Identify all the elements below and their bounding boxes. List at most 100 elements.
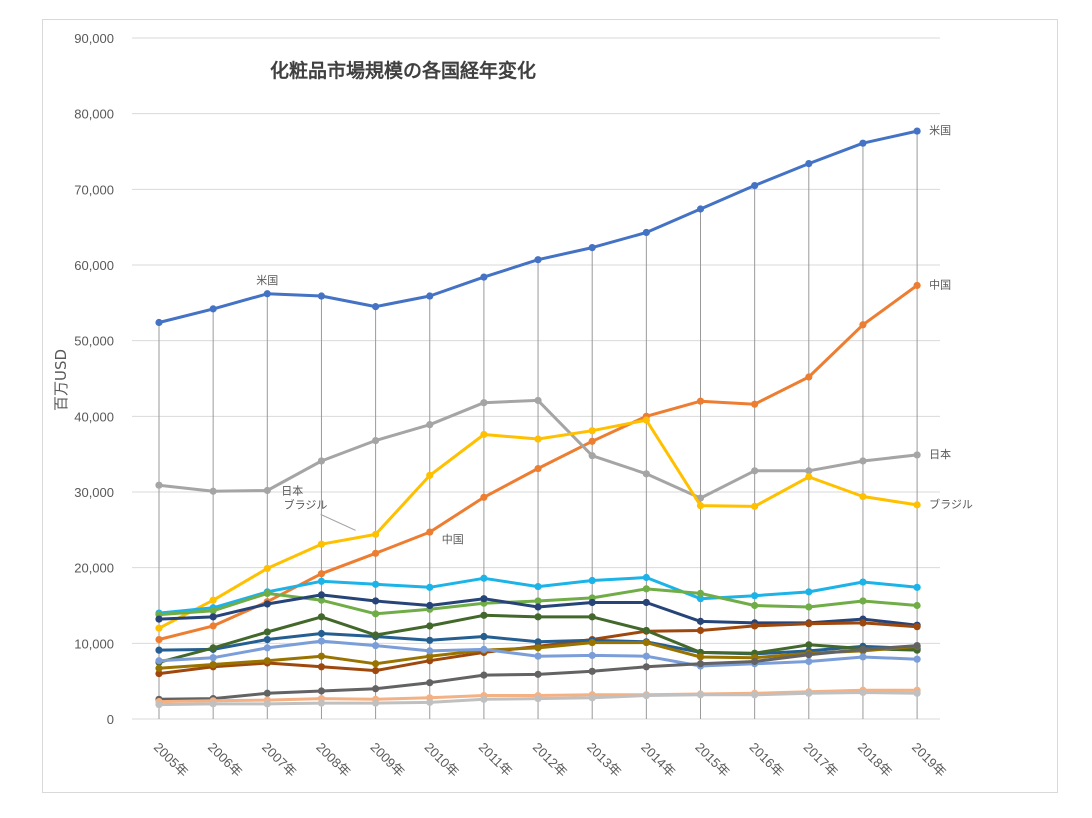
data-point (263, 628, 271, 636)
data-point (696, 494, 705, 502)
x-tick-label: 2007年 (259, 740, 299, 780)
data-point (751, 502, 759, 510)
data-point (372, 580, 380, 588)
data-point (751, 592, 759, 600)
annotation-label: 中国 (442, 533, 464, 546)
data-point (913, 601, 921, 610)
data-point (859, 653, 867, 661)
data-point (859, 619, 867, 627)
data-point (588, 598, 596, 607)
x-tick-label: 2006年 (205, 740, 245, 780)
data-point (913, 623, 921, 631)
data-point (859, 139, 867, 147)
annotation-leader (320, 513, 356, 531)
y-tick-label: 20,000 (74, 561, 114, 576)
data-point (155, 624, 163, 632)
x-tick-label: 2019年 (909, 740, 949, 780)
data-point (155, 615, 163, 623)
data-point (155, 701, 163, 709)
data-point (913, 501, 921, 509)
data-point (534, 670, 542, 678)
annotation-label: ブラジル (284, 497, 328, 511)
data-point (155, 318, 163, 327)
data-point (263, 657, 271, 665)
data-point (209, 660, 217, 669)
y-tick-label: 80,000 (74, 107, 114, 122)
data-point (696, 502, 705, 510)
data-point (317, 687, 326, 695)
data-point (751, 622, 759, 630)
annotation-label: 米国 (929, 124, 951, 137)
data-point (426, 471, 434, 479)
data-point (426, 647, 434, 655)
data-point (913, 642, 921, 650)
data-point (426, 528, 434, 536)
data-point (372, 642, 380, 650)
data-point (209, 607, 217, 615)
data-point (588, 694, 596, 702)
data-point (913, 127, 921, 135)
data-point (751, 181, 759, 190)
data-point (263, 644, 271, 652)
x-tick-label: 2010年 (422, 740, 462, 780)
data-point (426, 601, 434, 610)
data-point (751, 467, 759, 475)
y-tick-label: 50,000 (74, 334, 114, 349)
data-point (317, 457, 326, 465)
data-point (534, 652, 542, 660)
data-point (372, 530, 380, 538)
data-point (263, 564, 271, 573)
x-tick-label: 2015年 (692, 740, 732, 780)
data-point (751, 400, 759, 408)
data-point (588, 243, 596, 252)
data-point (317, 613, 326, 621)
data-point (372, 436, 380, 445)
annotation-label: 中国 (929, 278, 951, 291)
data-point (588, 452, 596, 460)
data-point (155, 664, 163, 672)
data-point (805, 689, 813, 697)
data-point (751, 691, 759, 699)
data-point (534, 582, 542, 591)
y-tick-label: 90,000 (74, 31, 114, 46)
data-point (317, 540, 326, 548)
data-point (534, 256, 542, 264)
series-14 (155, 688, 921, 709)
data-point (805, 467, 813, 475)
data-point (642, 691, 650, 700)
data-point (372, 610, 380, 618)
data-point (588, 427, 596, 435)
data-point (913, 583, 921, 591)
data-point (426, 679, 434, 687)
data-point (263, 689, 271, 697)
data-point (805, 641, 813, 649)
data-point (263, 635, 271, 644)
data-point (263, 589, 271, 597)
x-tick-label: 2018年 (855, 740, 895, 780)
data-point (372, 597, 380, 605)
data-point (859, 597, 867, 605)
data-point (534, 597, 542, 605)
data-point (642, 663, 650, 671)
x-tick-label: 2008年 (313, 740, 353, 780)
data-point (263, 600, 271, 608)
data-point (642, 228, 650, 237)
data-point (805, 373, 813, 381)
data-point (372, 303, 380, 311)
data-point (696, 589, 705, 597)
data-point (372, 699, 380, 707)
data-point (642, 470, 650, 478)
x-tick-label: 2017年 (801, 740, 841, 780)
x-tick-label: 2011年 (476, 740, 516, 780)
data-point (696, 595, 705, 603)
data-point (480, 695, 488, 703)
gridlines (132, 37, 940, 720)
x-tick-label: 2014年 (638, 740, 678, 780)
data-point (209, 644, 217, 652)
data-point (480, 273, 488, 281)
data-point (805, 651, 813, 659)
data-point (426, 622, 434, 630)
data-point (372, 666, 380, 675)
data-point (209, 654, 217, 662)
data-point (480, 430, 488, 439)
